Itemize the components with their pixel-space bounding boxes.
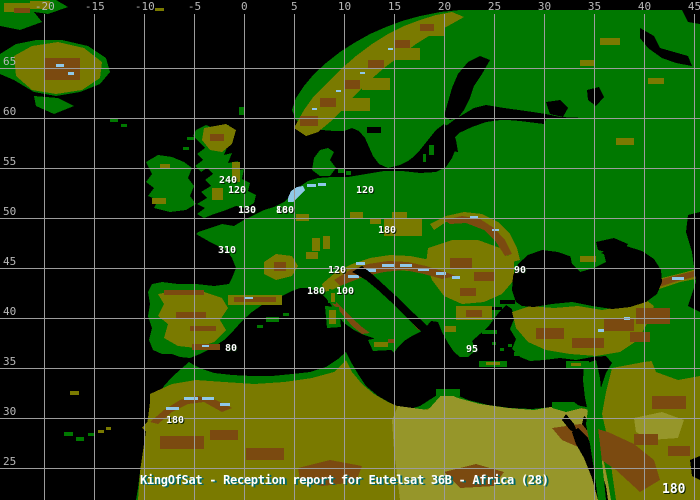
reception-report-label: 240 (219, 175, 238, 186)
island-mountain-layer (388, 339, 394, 343)
reception-report-label: 180 (378, 225, 397, 236)
reception-report-label: 90 (514, 265, 527, 276)
axis-tick-top: -10 (134, 0, 155, 13)
axis-tick-top: -15 (84, 0, 105, 13)
gridline-vertical (294, 14, 295, 500)
gridline-vertical (494, 14, 495, 500)
axis-tick-top: 20 (437, 0, 452, 13)
axis-tick-top: 15 (387, 0, 402, 13)
gridline-vertical (444, 14, 445, 500)
gridline-vertical (694, 14, 695, 500)
reception-report-label: 180 (307, 286, 326, 297)
reception-report-label: 80 (276, 205, 289, 216)
axis-tick-top: 0 (240, 0, 248, 13)
gridline-horizontal (0, 218, 700, 219)
gridline-horizontal (0, 468, 700, 469)
gridline-horizontal (0, 368, 700, 369)
gridline-vertical (544, 14, 545, 500)
gridline-horizontal (0, 268, 700, 269)
reception-report-label: 100 (336, 286, 355, 297)
island-layer (64, 145, 700, 500)
gridline-vertical (594, 14, 595, 500)
axis-tick-top: 35 (587, 0, 602, 13)
reception-report-label: 95 (466, 344, 479, 355)
gridline-vertical (194, 14, 195, 500)
gridline-horizontal (0, 168, 700, 169)
sea-layer-2 (596, 238, 628, 254)
axis-tick-left: 30 (3, 405, 17, 418)
map-caption: KingOfSat - Reception report for Eutelsa… (140, 473, 549, 487)
axis-tick-left: 50 (3, 205, 17, 218)
axis-tick-top: 45 (687, 0, 700, 13)
gridline-vertical (94, 14, 95, 500)
axis-tick-left: 65 (3, 55, 17, 68)
axis-tick-top: 25 (487, 0, 502, 13)
axis-tick-top: 30 (537, 0, 552, 13)
axis-tick-top: 10 (337, 0, 352, 13)
axis-tick-left: 55 (3, 155, 17, 168)
sea-layer (352, 10, 700, 500)
island-highland-layer (70, 256, 596, 433)
reception-report-label: 130 (238, 205, 257, 216)
reception-report-label: 120 (356, 185, 375, 196)
axis-tick-left: 35 (3, 355, 17, 368)
reception-report-label: 80 (225, 343, 238, 354)
gridline-horizontal (0, 68, 700, 69)
gridline-vertical (244, 14, 245, 500)
axis-tick-left: 25 (3, 455, 17, 468)
gridline-horizontal (0, 418, 700, 419)
axis-tick-top: -5 (187, 0, 202, 13)
gridline-horizontal (0, 318, 700, 319)
gridline-vertical (144, 14, 145, 500)
reception-report-label: 180 (662, 482, 686, 497)
axis-tick-top: 5 (290, 0, 298, 13)
reception-report-label: 180 (276, 205, 295, 216)
axis-tick-left: 60 (3, 105, 17, 118)
axis-tick-left: 45 (3, 255, 17, 268)
reception-report-label: 120 (228, 185, 247, 196)
gridline-vertical (344, 14, 345, 500)
gridline-vertical (394, 14, 395, 500)
gridline-vertical (644, 14, 645, 500)
reception-report-label: 310 (218, 245, 237, 256)
reception-report-label: 180 (166, 415, 185, 426)
gridline-vertical (44, 14, 45, 500)
gridline-horizontal (0, 118, 700, 119)
axis-tick-top: 40 (637, 0, 652, 13)
axis-tick-left: 40 (3, 305, 17, 318)
axis-tick-top: -20 (34, 0, 55, 13)
reception-report-label: 120 (328, 265, 347, 276)
